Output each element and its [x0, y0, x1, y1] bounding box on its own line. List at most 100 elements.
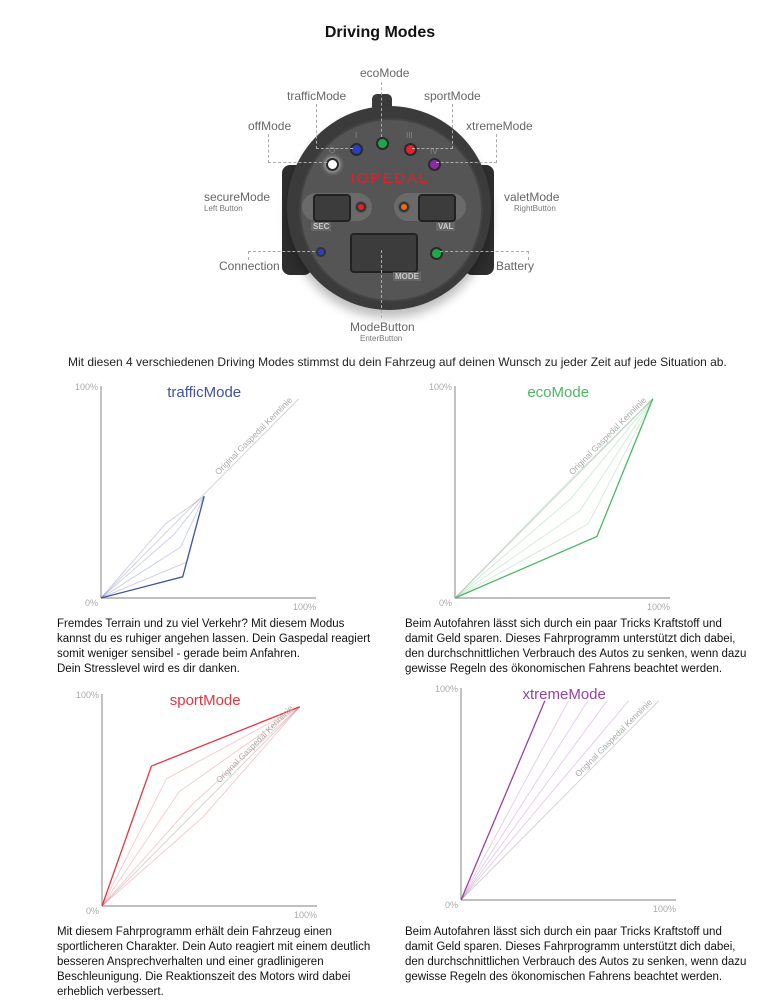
origin-tick-label: 0% — [86, 906, 99, 916]
series-line — [454, 398, 654, 599]
text-line: Beim Autofahren lässt sich durch ein paa… — [405, 618, 722, 630]
led-off — [326, 158, 339, 171]
led-sport — [404, 143, 417, 156]
text-sport: Mit diesem Fahrprogramm erhält dein Fahr… — [57, 925, 407, 1000]
led-traffic — [350, 143, 363, 156]
text-line: kannst du es ruhiger angehen lassen. Dei… — [57, 633, 371, 645]
label-secure-sub: Left Button — [204, 204, 243, 213]
text-line: gewisse Regeln des ökonomischen Fahrens … — [405, 663, 723, 675]
y-tick-label-top: 100% — [75, 382, 98, 392]
valet-button[interactable] — [418, 194, 456, 222]
text-line: Fremdes Terrain und zu viel Verkehr? Mit… — [57, 618, 345, 630]
text-line: Beim Autofahren lässt sich durch ein paa… — [405, 926, 722, 938]
reference-label: Original Gaspedal Kennlinie — [573, 697, 655, 779]
text-line: Mit diesem Fahrprogramm erhält dein Fahr… — [57, 926, 332, 938]
mode-button[interactable] — [350, 233, 418, 273]
leader-xtreme — [436, 134, 497, 163]
y-tick-label-top: 100% — [76, 690, 99, 700]
text-line: Dein Stresslevel wird es dir danken. — [57, 663, 240, 675]
label-secure: secureMode — [204, 190, 271, 204]
intermediate-line — [100, 495, 205, 599]
led-xtreme — [428, 158, 441, 171]
y-tick-label-top: 100% — [429, 382, 452, 392]
y-tick-label-top: 100% — [435, 684, 458, 694]
label-mode-button: ModeButton — [350, 320, 415, 334]
leader-sport — [412, 104, 453, 149]
origin-tick-label: 0% — [439, 598, 452, 608]
leader-eco — [381, 82, 382, 137]
led-valet — [399, 202, 409, 212]
text-traffic: Fremdes Terrain und zu viel Verkehr? Mit… — [57, 617, 407, 677]
reference-label: Original Gaspedal Kennlinie — [214, 703, 296, 785]
intermediate-line — [100, 495, 205, 599]
intermediate-line — [460, 700, 589, 901]
text-line: den durchschnittlichen Verbrauch des Aut… — [405, 648, 747, 660]
marking-iv: IV — [430, 147, 438, 156]
text-line: somit weniger sensibel - gerade beim Anf… — [57, 648, 300, 660]
label-sport: sportMode — [424, 89, 481, 103]
text-line: damit Geld sparen. Dieses Fahrprogramm u… — [405, 941, 736, 953]
intermediate-line — [101, 706, 301, 907]
chart-title: xtremeMode — [523, 686, 606, 703]
x-tick-label-right: 100% — [647, 602, 670, 612]
text-line: besseren Ansprechverhalten und einer gra… — [57, 956, 324, 968]
intermediate-line — [101, 706, 301, 907]
series-line — [100, 496, 205, 599]
series-line — [460, 700, 546, 901]
intermediate-line — [460, 700, 630, 901]
text-line: Beschleunigung. Die Reaktionszeit des Mo… — [57, 971, 351, 983]
text-line: den durchschnittlichen Verbrauch des Aut… — [405, 956, 747, 968]
intermediate-line — [101, 706, 301, 907]
reference-line — [101, 706, 301, 907]
reference-line — [100, 398, 300, 599]
secure-button[interactable] — [313, 194, 351, 222]
label-valet: valetMode — [504, 190, 560, 204]
reference-label: Original Gaspedal Kennlinie — [213, 395, 295, 477]
chart-title: ecoMode — [527, 384, 589, 401]
intro-text: Mit diesen 4 verschiedenen Driving Modes… — [68, 355, 727, 369]
led-secure — [356, 202, 366, 212]
leader-traffic — [316, 104, 353, 149]
marking-val: VAL — [436, 222, 456, 231]
label-eco: ecoMode — [360, 66, 410, 80]
intermediate-line — [101, 706, 301, 907]
leader-mode — [381, 250, 382, 318]
origin-tick-label: 0% — [445, 900, 458, 910]
reference-label: Original Gaspedal Kennlinie — [567, 395, 649, 477]
label-valet-sub: RightButton — [514, 204, 556, 213]
brand-logo: IOPEDAL — [350, 170, 430, 187]
led-connection — [316, 247, 326, 257]
leader-connection — [248, 251, 315, 260]
x-tick-label-right: 100% — [293, 602, 316, 612]
marking-i: I — [355, 131, 358, 140]
label-traffic: trafficMode — [287, 89, 347, 103]
chart-title: trafficMode — [167, 384, 241, 401]
text-line: damit Geld sparen. Dieses Fahrprogramm u… — [405, 633, 736, 645]
chart-title: sportMode — [170, 692, 241, 709]
label-battery: Battery — [496, 259, 535, 273]
marking-o: O — [329, 146, 336, 155]
label-xtreme: xtremeMode — [466, 119, 533, 133]
leader-off — [268, 134, 327, 163]
text-line: gewisse Regeln des ökonomischen Fahrens … — [405, 971, 723, 983]
intermediate-line — [460, 700, 569, 901]
led-battery — [430, 247, 443, 260]
origin-tick-label: 0% — [85, 598, 98, 608]
intermediate-line — [454, 398, 654, 599]
label-connection: Connection — [219, 259, 280, 273]
intermediate-line — [454, 398, 654, 599]
x-tick-label-right: 100% — [294, 910, 317, 920]
intermediate-line — [454, 398, 654, 599]
series-line — [101, 706, 301, 907]
label-off: offMode — [248, 119, 292, 133]
intermediate-line — [454, 398, 654, 599]
text-line: sportlicheren Charakter. Dein Auto reagi… — [57, 941, 371, 953]
marking-mode: MODE — [393, 272, 421, 281]
label-mode-button-sub: EnterButton — [360, 334, 403, 343]
text-eco: Beim Autofahren lässt sich durch ein paa… — [405, 617, 755, 677]
intermediate-line — [460, 700, 608, 901]
